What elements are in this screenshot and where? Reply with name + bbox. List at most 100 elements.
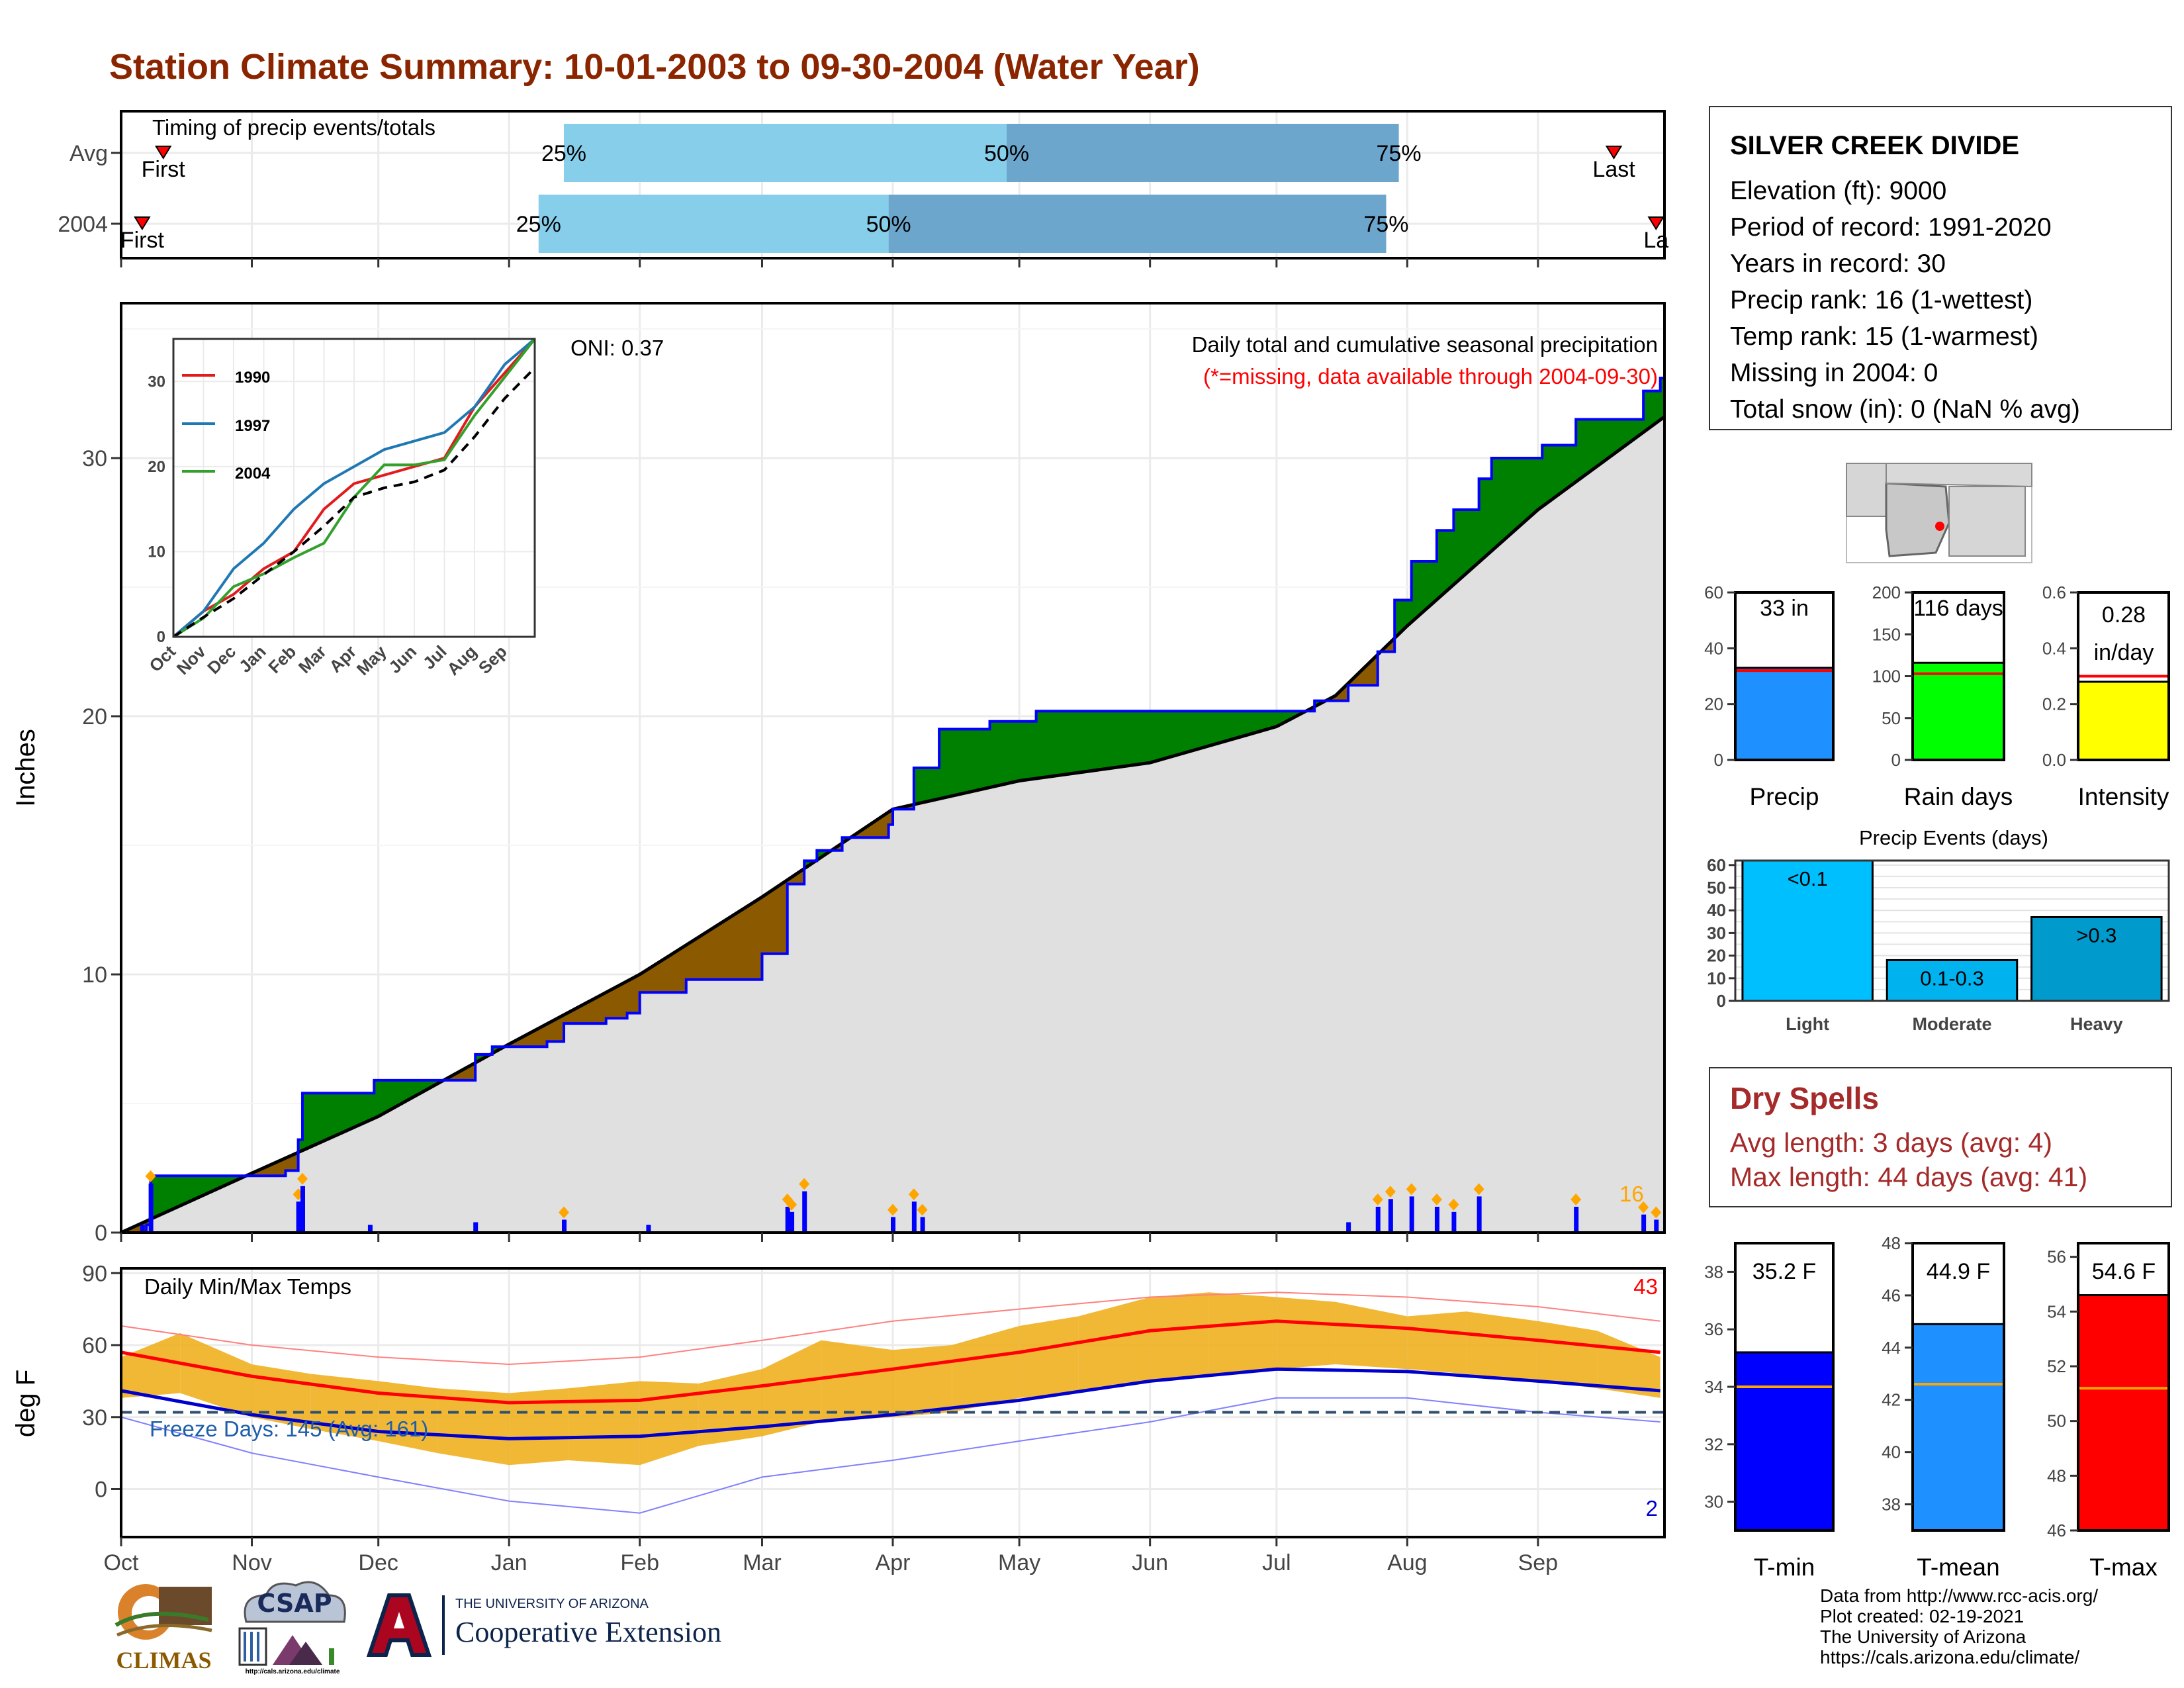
daily-precip-bar xyxy=(296,1201,301,1233)
cumulative-precip-chart: Daily total and cumulative seasonal prec… xyxy=(11,302,1666,1246)
summary-y-tick-label: 150 xyxy=(1872,624,1901,644)
extreme-precip-marker xyxy=(1651,1206,1662,1219)
events-category-label: Light xyxy=(1786,1014,1829,1034)
summary-y-tick-label: 38 xyxy=(1882,1495,1901,1515)
inset-legend-label: 1990 xyxy=(235,369,270,387)
summary-y-tick-label: 50 xyxy=(1882,708,1901,728)
summary-category-label: T-mean xyxy=(1917,1554,1999,1581)
daily-precip-bar xyxy=(367,1225,373,1233)
record-high-count: 43 xyxy=(1633,1274,1658,1299)
summary-bar-charts: 33 in 0 20 40 60 Precip 116 days 0 50 100 150 200 Ra… xyxy=(1704,583,2170,810)
summary-y-tick-label: 48 xyxy=(1882,1233,1901,1253)
freeze-days-label: Freeze Days: 145 (Avg: 161) xyxy=(150,1417,428,1441)
oni-label: ONI: 0.37 xyxy=(570,336,664,360)
extreme-precip-marker xyxy=(1431,1194,1442,1205)
timing-bar-50-75 xyxy=(888,195,1387,253)
first-event-marker xyxy=(134,216,151,230)
credit-url: https://cals.arizona.edu/climate/ xyxy=(1820,1647,2080,1667)
first-event-marker xyxy=(154,146,172,160)
daily-temp-range xyxy=(121,1333,181,1398)
temp-y-axis-label: deg F xyxy=(11,1370,40,1437)
inset-series-line xyxy=(172,338,536,638)
dry-spells-heading: Dry Spells xyxy=(1730,1081,1879,1115)
month-axis-label: Aug xyxy=(1387,1550,1428,1575)
daily-precip-bar xyxy=(473,1222,478,1233)
map-north xyxy=(1886,463,2032,488)
average-tmax-line xyxy=(120,1319,1661,1405)
daily-precip-bar xyxy=(802,1191,807,1233)
summary-y-tick-label: 0.6 xyxy=(2042,583,2066,602)
last-event-marker xyxy=(1647,216,1665,230)
daily-precip-bar xyxy=(1654,1219,1659,1233)
inset-frame xyxy=(172,338,536,638)
summary-y-tick-label: 42 xyxy=(1882,1390,1901,1410)
station-period: Period of record: 1991-2020 xyxy=(1730,213,2052,242)
ua-logo: THE UNIVERSITY OF ARIZONA Cooperative Ex… xyxy=(363,1589,747,1668)
daily-precip-bar xyxy=(1641,1214,1647,1233)
station-location-marker xyxy=(1935,522,1944,531)
summary-y-tick-label: 38 xyxy=(1704,1262,1723,1282)
summary-frame xyxy=(1734,591,1835,761)
summary-y-tick-label: 36 xyxy=(1704,1319,1723,1339)
daily-temp-range xyxy=(1407,1311,1467,1374)
timing-pct-label: 50% xyxy=(866,212,911,237)
summary-y-tick-label: 46 xyxy=(2047,1521,2066,1540)
summary-value-bar xyxy=(1734,667,1835,761)
temp-chart-title: Daily Min/Max Temps xyxy=(144,1274,351,1299)
events-y-tick-label: 30 xyxy=(1707,923,1726,943)
precip-y-axis-label: Inches xyxy=(11,729,40,807)
timing-pct-label: 50% xyxy=(984,141,1029,166)
inset-y-tick-label: 20 xyxy=(148,458,165,476)
extreme-precip-marker xyxy=(559,1206,570,1219)
extreme-precip-marker xyxy=(799,1178,810,1190)
average-tmin-line xyxy=(120,1367,1661,1440)
summary-y-tick-label: 40 xyxy=(1882,1442,1901,1462)
csap-logo: CSAP http://cals.arizona.edu/climate xyxy=(233,1575,352,1681)
summary-value-label: 116 days xyxy=(1913,596,2003,621)
summary-y-tick-label: 60 xyxy=(1704,583,1723,602)
daily-precip-bar xyxy=(911,1201,917,1233)
summary-y-tick-label: 40 xyxy=(1704,638,1723,658)
precip-y-tick-label: 10 xyxy=(82,962,107,988)
timing-pct-label: 25% xyxy=(541,141,586,166)
daily-precip-bar xyxy=(1434,1207,1439,1233)
month-axis-label: Sep xyxy=(1518,1550,1559,1575)
events-y-tick-label: 20 xyxy=(1707,946,1726,966)
events-bar xyxy=(1886,959,2019,1002)
month-axis-label: Nov xyxy=(232,1550,271,1575)
daily-precip-bar xyxy=(1346,1222,1351,1233)
credit-data-source: Data from http://www.rcc-acis.org/ xyxy=(1820,1585,2099,1606)
temp-y-tick-label: 60 xyxy=(82,1333,107,1358)
daily-precip-bar xyxy=(1574,1207,1579,1233)
summary-y-tick-label: 54 xyxy=(2047,1301,2066,1321)
summary-value-bar xyxy=(1734,1351,1835,1532)
summary-y-tick-label: 0 xyxy=(1714,750,1723,770)
daily-precip-bar xyxy=(562,1219,567,1233)
timing-title: Timing of precip events/totals xyxy=(152,115,435,140)
extreme-precip-count: 16 xyxy=(1619,1182,1644,1206)
average-cumulative-area xyxy=(121,416,1664,1233)
station-snow: Total snow (in): 0 (NaN % avg) xyxy=(1730,395,2080,424)
record-high-line xyxy=(120,1291,1661,1366)
ua-logo-small-text: THE UNIVERSITY OF ARIZONA xyxy=(455,1597,649,1611)
daily-precip-bar xyxy=(140,1225,145,1233)
first-event-label: First xyxy=(120,228,165,253)
first-event-label: First xyxy=(142,157,186,182)
daily-precip-bar xyxy=(785,1207,790,1233)
events-bar-label: 0.1-0.3 xyxy=(1920,966,1984,990)
temperature-summary-charts: 35.2 F 30 32 34 36 38 T-min 44.9 F 38 40 42 44 46 48 T… xyxy=(1704,1233,2170,1581)
csap-logo-graphic xyxy=(238,1581,346,1666)
daily-temp-range xyxy=(952,1326,1020,1413)
month-axis-label: Apr xyxy=(876,1550,911,1575)
summary-y-tick-label: 0.4 xyxy=(2042,638,2066,658)
summary-y-tick-label: 0.2 xyxy=(2042,694,2066,714)
daily-precip-bar xyxy=(1388,1199,1393,1233)
daily-temp-range xyxy=(639,1381,699,1466)
summary-value-label: 35.2 F xyxy=(1752,1259,1816,1284)
month-axis-label: Oct xyxy=(104,1550,139,1575)
daily-precip-bar xyxy=(1451,1211,1457,1233)
extreme-precip-marker xyxy=(296,1172,308,1185)
daily-precip-bar xyxy=(646,1225,651,1233)
credits: Data from http://www.rcc-acis.org/ Plot … xyxy=(1820,1585,2098,1667)
